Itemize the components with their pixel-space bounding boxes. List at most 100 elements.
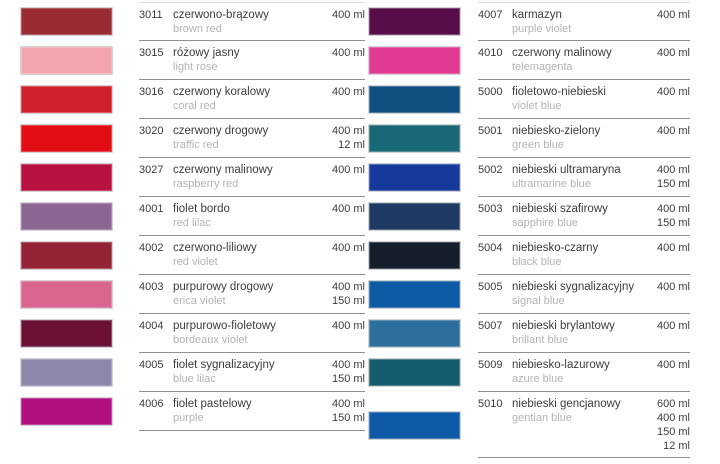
color-row: 3015 różowy jasny light rose 400 ml	[20, 41, 365, 80]
volume-value: 400 ml	[656, 164, 690, 176]
color-name-polish: karmazyn	[512, 9, 562, 21]
ral-code: 4002	[139, 242, 164, 254]
volume-list: 600 ml 400 ml 150 ml 12 ml	[657, 397, 690, 453]
color-row: 4010 czerwony malinowy telemagenta 400 m…	[368, 41, 690, 80]
color-row: 4001 fiolet bordo red lilac 400 ml	[20, 197, 365, 236]
ral-code: 3020	[139, 125, 164, 137]
ral-code: 4006	[139, 398, 164, 410]
color-name-polish: purpurowy drogowy	[173, 281, 274, 293]
color-swatch	[20, 46, 113, 75]
color-names: czerwony malinowy raspberry red	[173, 163, 332, 192]
volume-list: 400 ml	[332, 319, 365, 348]
color-row: 4004 purpurowo-fioletowy bordeaux violet…	[20, 314, 365, 353]
volume-value: 150 ml	[656, 426, 690, 438]
color-swatch	[368, 202, 461, 231]
volume-list: 400 ml 12 ml	[332, 124, 365, 153]
color-names: fiolet sygnalizacyjny blue lilac	[173, 358, 332, 387]
color-name-english: telemagenta	[512, 61, 573, 73]
volume-list: 400 ml	[657, 358, 690, 387]
color-names: czerwony drogowy traffic red	[173, 124, 332, 153]
color-row-info: 3011 czerwono-brązowy brown red 400 ml	[139, 2, 365, 41]
color-swatch	[20, 358, 113, 387]
color-row: 5010 niebieski gencjanowy gentian blue 6…	[368, 392, 690, 458]
color-name-polish: niebiesko-czarny	[512, 242, 599, 254]
volume-value: 12 ml	[663, 440, 690, 452]
color-name-polish: czerwony malinowy	[512, 47, 612, 59]
color-name-polish: czerwony malinowy	[173, 164, 273, 176]
color-swatch	[368, 85, 461, 114]
volume-value: 150 ml	[331, 295, 365, 307]
color-name-polish: czerwono-liliowy	[173, 242, 257, 254]
ral-code: 4003	[139, 281, 164, 293]
color-row: 5005 niebieski sygnalizacyjny signal blu…	[368, 275, 690, 314]
color-row-info: 4005 fiolet sygnalizacyjny blue lilac 40…	[139, 353, 365, 392]
color-names: czerwono-liliowy red violet	[173, 241, 332, 270]
color-row-info: 5009 niebiesko-lazurowy azure blue 400 m…	[478, 353, 690, 392]
color-names: fiolet bordo red lilac	[173, 202, 332, 231]
color-name-polish: różowy jasny	[173, 47, 240, 59]
ral-code: 5000	[478, 86, 503, 98]
color-name-polish: niebieski ultramaryna	[512, 164, 621, 176]
color-row-info: 5010 niebieski gencjanowy gentian blue 6…	[478, 392, 690, 458]
ral-code: 5007	[478, 320, 503, 332]
color-swatch	[20, 241, 113, 270]
color-row: 4006 fiolet pastelowy purple 400 ml 150 m…	[20, 392, 365, 431]
color-name-polish: niebieski szafirowy	[512, 203, 608, 215]
volume-value: 400 ml	[331, 125, 365, 137]
color-swatch	[20, 202, 113, 231]
volume-list: 400 ml 150 ml	[332, 358, 365, 387]
color-swatch	[368, 358, 461, 387]
volume-value: 400 ml	[331, 203, 365, 215]
color-name-english: azure blue	[512, 373, 564, 385]
color-swatch	[368, 280, 461, 309]
ral-code: 4001	[139, 203, 164, 215]
volume-value: 400 ml	[331, 242, 365, 254]
color-names: niebieski szafirowy sapphire blue	[512, 202, 657, 231]
color-name-polish: niebieski gencjanowy	[512, 398, 621, 410]
volume-list: 400 ml	[657, 8, 690, 36]
color-row: 3020 czerwony drogowy traffic red 400 ml…	[20, 119, 365, 158]
volume-value: 400 ml	[656, 203, 690, 215]
color-row-info: 4003 purpurowy drogowy erica violet 400 …	[139, 275, 365, 314]
color-row-info: 5003 niebieski szafirowy sapphire blue 4…	[478, 197, 690, 236]
volume-value: 400 ml	[331, 47, 365, 59]
color-swatch	[20, 163, 113, 192]
ral-code: 5004	[478, 242, 503, 254]
ral-code: 4010	[478, 47, 503, 59]
color-swatch	[20, 85, 113, 114]
color-row: 5009 niebiesko-lazurowy azure blue 400 m…	[368, 353, 690, 392]
color-name-polish: czerwony drogowy	[173, 125, 269, 137]
ral-code: 3027	[139, 164, 164, 176]
color-swatch	[20, 280, 113, 309]
color-name-english: signal blue	[512, 295, 565, 307]
volume-list: 400 ml 150 ml	[657, 202, 690, 231]
volume-list: 400 ml	[657, 280, 690, 309]
color-name-english: ultramarine blue	[512, 178, 591, 190]
color-row: 4005 fiolet sygnalizacyjny blue lilac 40…	[20, 353, 365, 392]
volume-value: 150 ml	[656, 178, 690, 190]
color-row: 5002 niebieski ultramaryna ultramarine b…	[368, 158, 690, 197]
color-name-english: light rose	[173, 61, 218, 73]
ral-code: 5010	[478, 398, 503, 410]
color-row: 4007 karmazyn purple violet 400 ml	[368, 2, 690, 41]
color-row-info: 4004 purpurowo-fioletowy bordeaux violet…	[139, 314, 365, 353]
volume-value: 150 ml	[656, 217, 690, 229]
color-names: fioletowo-niebieski violet blue	[512, 85, 657, 114]
volume-list: 400 ml	[657, 85, 690, 114]
volume-list: 400 ml	[657, 46, 690, 75]
color-row-info: 4006 fiolet pastelowy purple 400 ml 150 m…	[139, 392, 365, 431]
color-name-english: sapphire blue	[512, 217, 579, 229]
color-swatch	[368, 7, 461, 36]
volume-value: 400 ml	[656, 242, 690, 254]
color-swatch	[368, 46, 461, 75]
color-row-info: 4007 karmazyn purple violet 400 ml	[478, 2, 690, 41]
color-name-polish: fiolet pastelowy	[173, 398, 252, 410]
color-row: 3011 czerwono-brązowy brown red 400 ml	[20, 2, 365, 41]
color-row: 4003 purpurowy drogowy erica violet 400 …	[20, 275, 365, 314]
color-row-info: 3027 czerwony malinowy raspberry red 400…	[139, 158, 365, 197]
color-row: 5000 fioletowo-niebieski violet blue 400…	[368, 80, 690, 119]
volume-value: 400 ml	[656, 359, 690, 371]
color-name-english: erica violet	[173, 295, 226, 307]
color-names: karmazyn purple violet	[512, 8, 657, 36]
color-names: niebiesko-lazurowy azure blue	[512, 358, 657, 387]
